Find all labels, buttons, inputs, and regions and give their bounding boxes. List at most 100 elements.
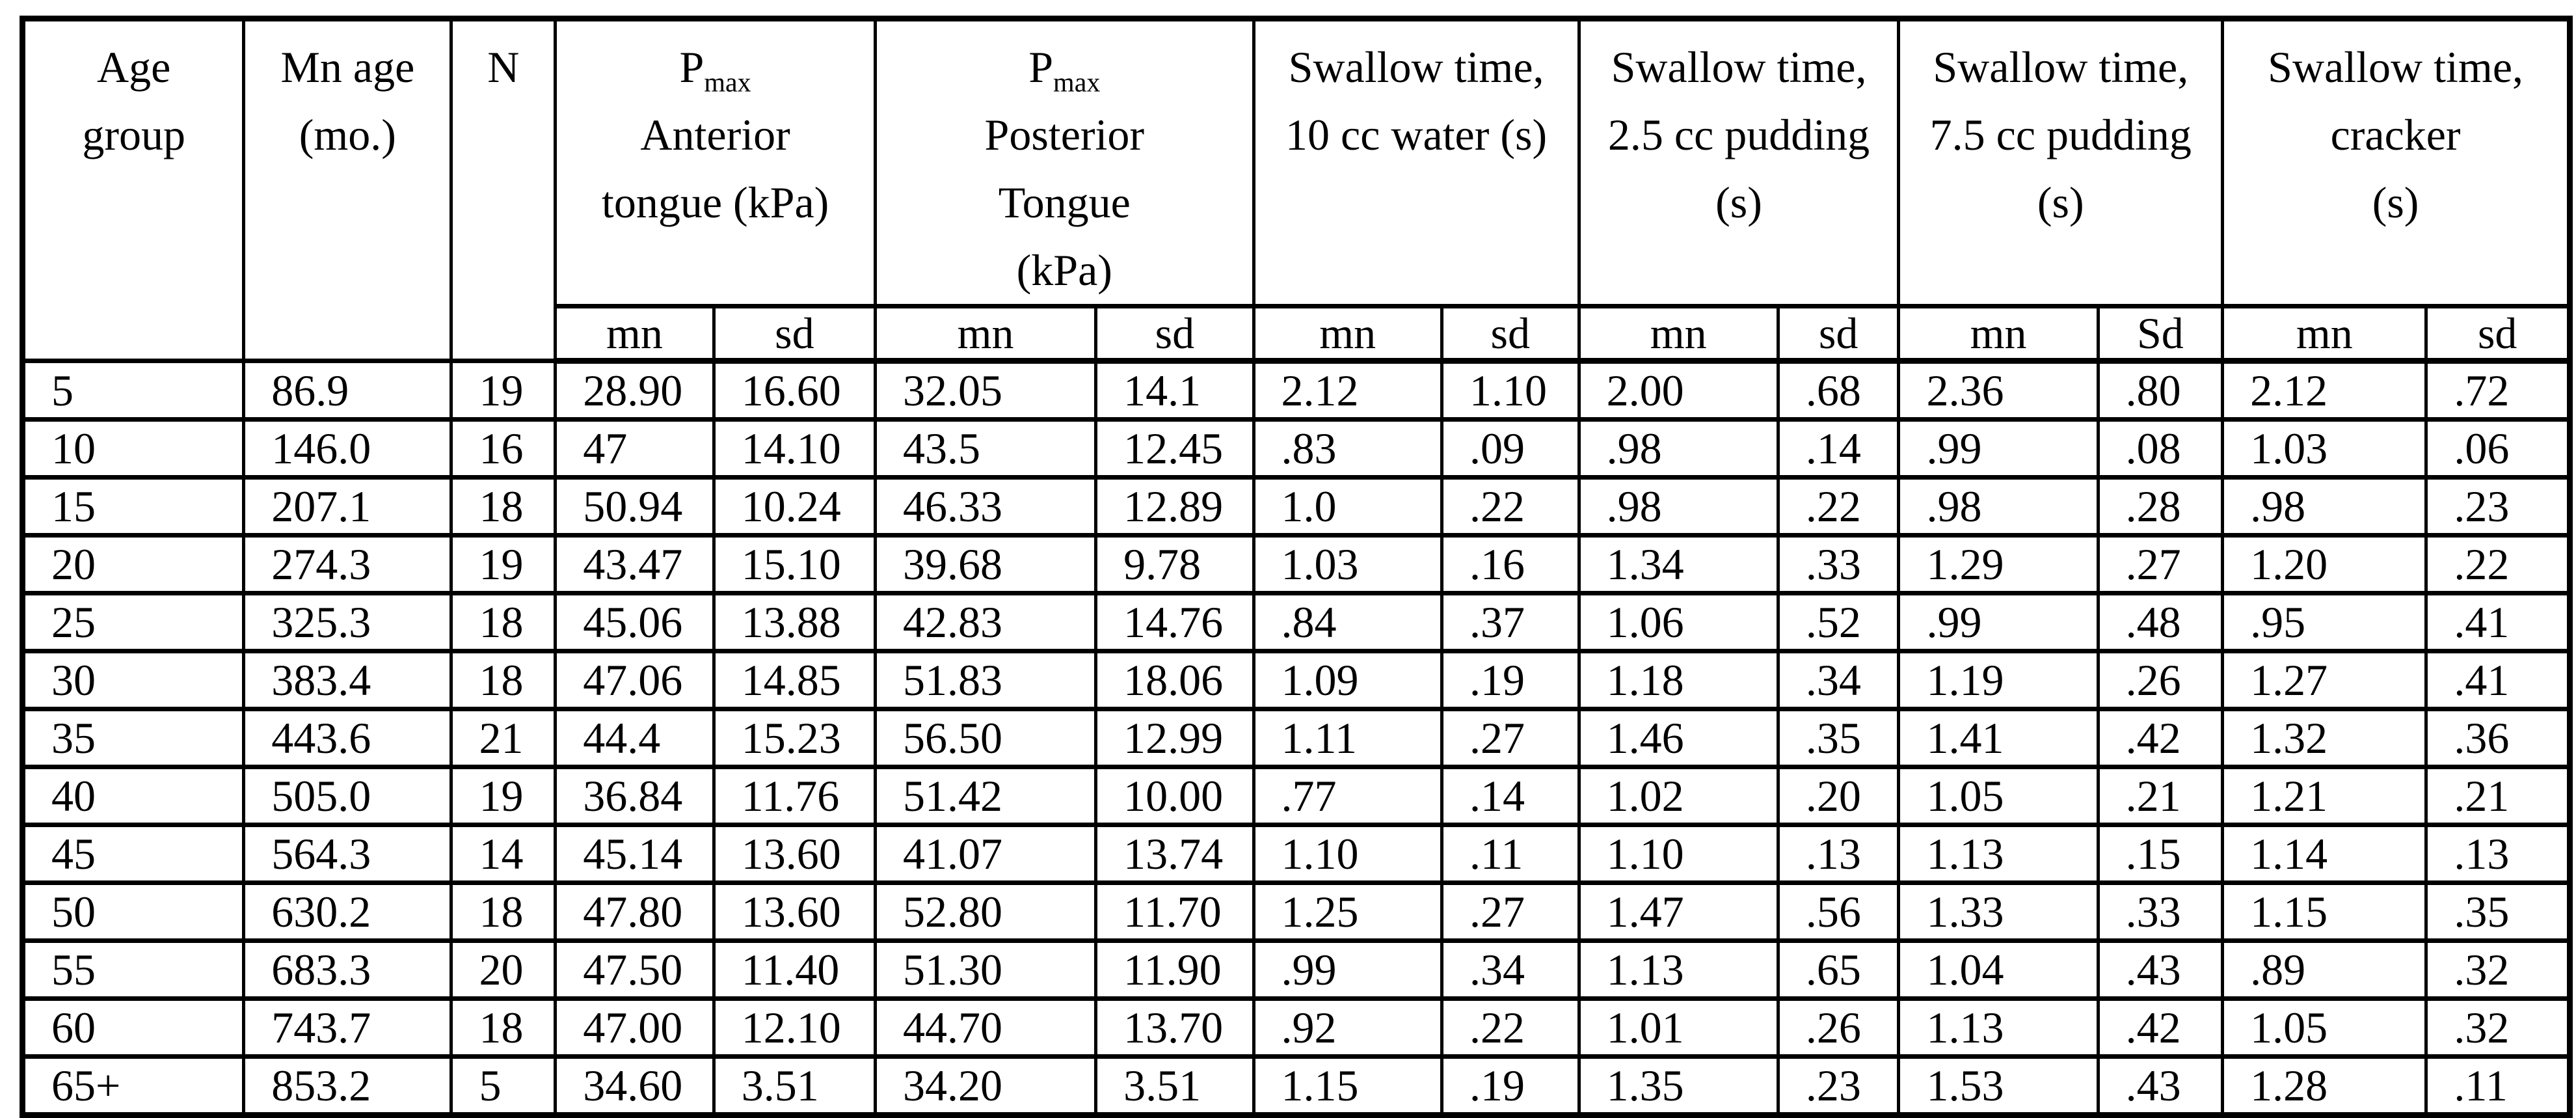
header-pmax-anterior-tongue: Pmax Anterior tongue (kPa) — [554, 16, 878, 308]
cell-anterior-mn: 47.06 — [554, 649, 716, 711]
cell-water-mn: .77 — [1252, 765, 1443, 827]
pmax-posterior-line2: Posterior — [984, 110, 1145, 159]
cell-mn-age: 630.2 — [242, 880, 453, 943]
cell-posterior-sd: 3.51 — [1094, 1054, 1255, 1117]
header-swallow-time-10cc-water: Swallow time, 10 cc water (s) — [1252, 16, 1581, 308]
table-row: 20 274.3 19 43.47 15.10 39.68 9.78 1.03.16 1.34.… — [20, 533, 2571, 595]
swallow-cracker-line2: cracker — [2330, 110, 2461, 159]
cell-cracker-sd: .72 — [2424, 359, 2571, 422]
cell-anterior-sd: 16.60 — [712, 359, 878, 422]
cell-mn-age: 146.0 — [242, 417, 453, 480]
subheader-pudding75-sd: Sd — [2096, 304, 2225, 364]
cell-water-mn: .92 — [1252, 996, 1443, 1059]
cell-cracker-sd: .32 — [2424, 996, 2571, 1059]
cell-age-group: 20 — [20, 533, 246, 595]
cell-water-mn: .83 — [1252, 417, 1443, 480]
cell-cracker-sd: .22 — [2424, 533, 2571, 595]
cell-cracker-sd: .11 — [2424, 1054, 2571, 1117]
header-row-sub: mn sd mn sd mn sd mn sd mn Sd mn sd — [23, 304, 2571, 364]
cell-cracker-sd: .41 — [2424, 649, 2571, 711]
cell-anterior-sd: 14.85 — [712, 649, 878, 711]
cell-posterior-sd: 11.90 — [1094, 938, 1255, 1001]
table-row: 30 383.4 18 47.06 14.85 51.83 18.06 1.09.19 1.18… — [20, 649, 2571, 711]
pmax-anterior-line2: Anterior — [640, 110, 790, 159]
cell-age-group: 15 — [20, 475, 246, 538]
cell-pudding25-mn: 1.46 — [1577, 707, 1780, 769]
pmax-posterior-symbol: Pmax — [1028, 42, 1101, 98]
cell-anterior-sd: 11.76 — [712, 765, 878, 827]
cell-pudding75-sd: .42 — [2096, 996, 2225, 1059]
cell-cracker-sd: .13 — [2424, 823, 2571, 885]
cell-anterior-sd: 15.10 — [712, 533, 878, 595]
cell-pudding75-sd: .26 — [2096, 649, 2225, 711]
cell-anterior-mn: 47.50 — [554, 938, 716, 1001]
cell-posterior-mn: 51.83 — [874, 649, 1098, 711]
cell-posterior-sd: 12.89 — [1094, 475, 1255, 538]
cell-posterior-sd: 12.45 — [1094, 417, 1255, 480]
cell-anterior-sd: 15.23 — [712, 707, 878, 769]
cell-pudding25-sd: .26 — [1776, 996, 1901, 1059]
cell-water-sd: .37 — [1440, 591, 1581, 653]
cell-water-mn: 1.09 — [1252, 649, 1443, 711]
swallow-study-table: Age group Mn age (mo.) N Pmax Anterior t… — [20, 16, 2573, 1118]
cell-mn-age: 274.3 — [242, 533, 453, 595]
cell-mn-age: 443.6 — [242, 707, 453, 769]
cell-pudding25-sd: .65 — [1776, 938, 1901, 1001]
cell-age-group: 40 — [20, 765, 246, 827]
cell-cracker-mn: .98 — [2221, 475, 2428, 538]
cell-n: 18 — [449, 880, 557, 943]
cell-anterior-sd: 10.24 — [712, 475, 878, 538]
table-row: 45 564.3 14 45.14 13.60 41.07 13.74 1.10.11 1.10… — [20, 823, 2571, 885]
cell-anterior-sd: 11.40 — [712, 938, 878, 1001]
cell-posterior-sd: 13.70 — [1094, 996, 1255, 1059]
cell-pudding75-mn: 1.04 — [1897, 938, 2100, 1001]
cell-water-sd: .19 — [1440, 1054, 1581, 1117]
cell-anterior-mn: 47 — [554, 417, 716, 480]
cell-pudding25-mn: 1.01 — [1577, 996, 1780, 1059]
cell-water-sd: .22 — [1440, 996, 1581, 1059]
cell-pudding75-mn: 1.13 — [1897, 823, 2100, 885]
cell-cracker-mn: .95 — [2221, 591, 2428, 653]
cell-pudding75-sd: .21 — [2096, 765, 2225, 827]
cell-pudding25-sd: .68 — [1776, 359, 1901, 422]
cell-mn-age: 325.3 — [242, 591, 453, 653]
table-row: 55 683.3 20 47.50 11.40 51.30 11.90.99.34 1.13.… — [20, 938, 2571, 1001]
header-row-main: Age group Mn age (mo.) N Pmax Anterior t… — [20, 16, 2571, 363]
cell-cracker-mn: 1.21 — [2221, 765, 2428, 827]
cell-pudding25-mn: .98 — [1577, 475, 1780, 538]
cell-pudding75-sd: .43 — [2096, 1054, 2225, 1117]
cell-anterior-mn: 45.14 — [554, 823, 716, 885]
cell-pudding75-sd: .28 — [2096, 475, 2225, 538]
cell-water-mn: 1.25 — [1252, 880, 1443, 943]
pmax-posterior-line4: (kPa) — [1016, 245, 1112, 295]
swallow-study-table-wrap: Age group Mn age (mo.) N Pmax Anterior t… — [20, 16, 2573, 1118]
cell-water-sd: .19 — [1440, 649, 1581, 711]
cell-water-sd: .34 — [1440, 938, 1581, 1001]
header-age-group: Age group — [20, 16, 246, 363]
cell-water-sd: .09 — [1440, 417, 1581, 480]
cell-age-group: 60 — [20, 996, 246, 1059]
cell-cracker-mn: 2.12 — [2221, 359, 2428, 422]
swallow-water-line2: 10 cc water (s) — [1285, 110, 1548, 159]
cell-pudding25-sd: .34 — [1776, 649, 1901, 711]
cell-pudding25-sd: .33 — [1776, 533, 1901, 595]
swallow-cracker-line1: Swallow time, — [2268, 42, 2523, 92]
subheader-pudding75-mn: mn — [1897, 304, 2100, 364]
header-mn-age-line1: Mn age — [280, 42, 415, 92]
cell-anterior-sd: 13.60 — [712, 880, 878, 943]
cell-pudding75-sd: .48 — [2096, 591, 2225, 653]
cell-pudding75-mn: .99 — [1897, 417, 2100, 480]
swallow-pudding25-line1: Swallow time, — [1611, 42, 1867, 92]
cell-anterior-mn: 36.84 — [554, 765, 716, 827]
cell-water-mn: 1.15 — [1252, 1054, 1443, 1117]
header-mn-age: Mn age (mo.) — [242, 16, 453, 363]
cell-posterior-sd: 12.99 — [1094, 707, 1255, 769]
cell-n: 16 — [449, 417, 557, 480]
pmax-anterior-line3: tongue (kPa) — [601, 178, 829, 227]
pmax-anterior-symbol: Pmax — [679, 42, 751, 98]
cell-pudding75-sd: .80 — [2096, 359, 2225, 422]
subheader-anterior-sd: sd — [712, 304, 878, 364]
cell-mn-age: 743.7 — [242, 996, 453, 1059]
cell-pudding25-sd: .22 — [1776, 475, 1901, 538]
cell-cracker-mn: 1.20 — [2221, 533, 2428, 595]
